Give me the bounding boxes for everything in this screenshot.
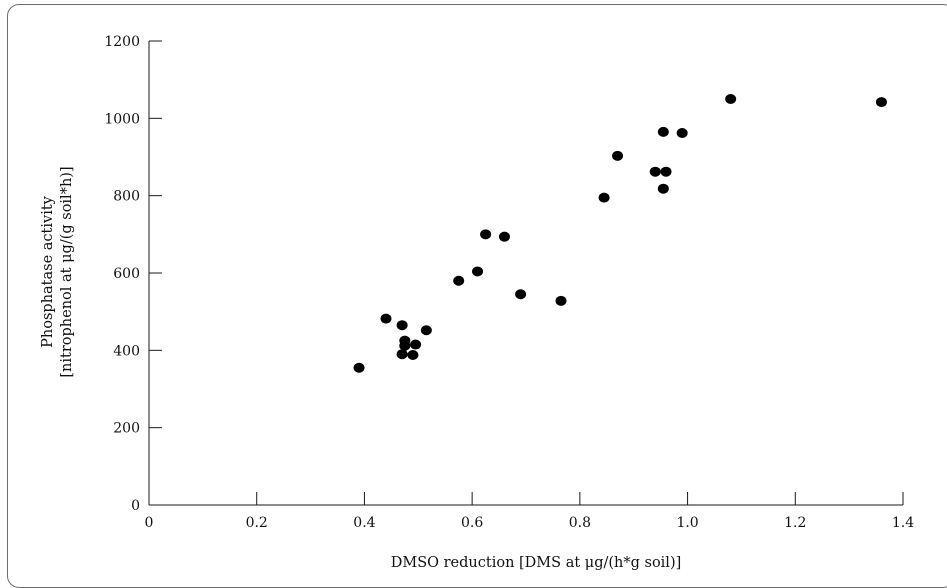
data-points (353, 94, 887, 373)
data-point (399, 340, 411, 351)
y-axis-title-line-2: [nitrophenol at μg/(g soil*h)] (59, 166, 75, 377)
y-tick-label: 800 (113, 189, 140, 205)
data-point (396, 349, 408, 360)
data-point (660, 166, 672, 177)
y-axis-title-line-1: Phosphatase activity (40, 195, 56, 348)
data-point (410, 339, 422, 350)
data-point (657, 126, 669, 137)
y-tick-label: 600 (113, 266, 140, 282)
y-ticks: 0 200 400 600 800 1000 1200 (104, 34, 162, 514)
y-tick-label: 1000 (104, 111, 140, 127)
data-point (353, 362, 365, 373)
data-point (555, 295, 567, 306)
data-point (380, 313, 392, 324)
x-ticks: 0 0.2 0.4 0.6 0.8 1.0 1.2 1.4 (145, 492, 914, 531)
data-point (515, 289, 527, 300)
data-point (649, 166, 661, 177)
data-point (420, 325, 432, 336)
data-point (598, 192, 610, 203)
y-tick-label: 200 (113, 421, 140, 437)
y-tick-label: 0 (131, 498, 140, 514)
y-tick-label: 400 (113, 343, 140, 359)
x-tick-label: 1.0 (676, 515, 698, 531)
data-point (657, 183, 669, 194)
data-point (480, 229, 492, 240)
x-tick-label: 0.8 (569, 515, 591, 531)
x-tick-label: 0.6 (461, 515, 483, 531)
data-point (725, 94, 737, 104)
x-tick-label: 1.4 (892, 515, 914, 531)
chart-frame (7, 4, 947, 588)
data-point (498, 231, 510, 242)
y-tick-label: 1200 (104, 34, 140, 50)
data-point (407, 349, 419, 360)
data-point (676, 128, 688, 139)
x-tick-label: 0.4 (353, 515, 375, 531)
axes (148, 41, 903, 506)
x-tick-label: 0.2 (246, 515, 268, 531)
x-tick-label: 1.2 (784, 515, 806, 531)
scatter-chart: 0 0.2 0.4 0.6 0.8 1.0 1.2 1.4 0 200 400 600 800 1000… (40, 34, 914, 571)
data-point (875, 97, 887, 108)
data-point (612, 150, 624, 161)
data-point (472, 266, 484, 277)
data-point (396, 320, 408, 331)
x-axis-title: DMSO reduction [DMS at μg/(h*g soil)] (391, 555, 682, 571)
data-point (453, 275, 465, 286)
x-tick-label: 0 (145, 515, 154, 531)
